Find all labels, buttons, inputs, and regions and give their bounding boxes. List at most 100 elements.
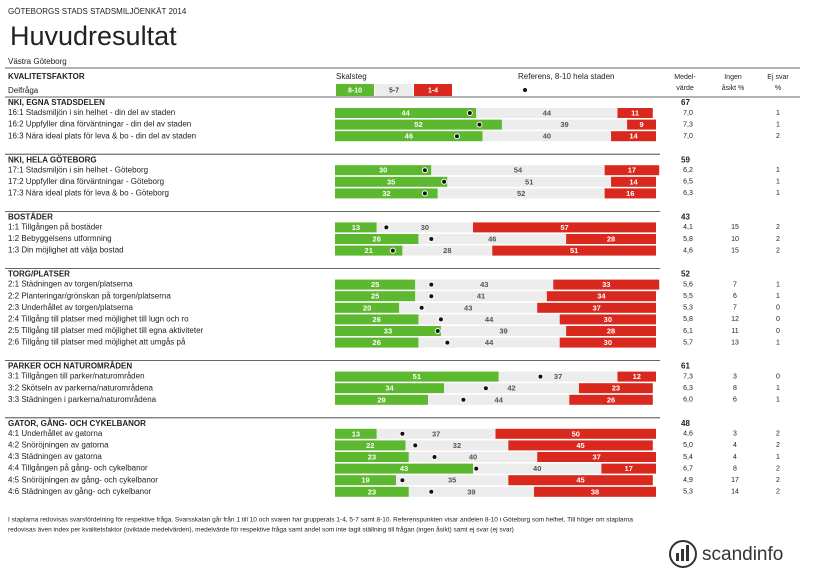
bar-segment bbox=[335, 371, 499, 382]
mean: 7,0 bbox=[683, 133, 693, 140]
no-answer: 2 bbox=[776, 477, 780, 484]
bar-segment bbox=[492, 245, 656, 256]
bar-segment bbox=[604, 165, 660, 176]
bar-segment bbox=[415, 279, 554, 290]
no-answer: 1 bbox=[776, 339, 780, 346]
mean: 4,6 bbox=[683, 247, 693, 254]
bar-value: 22 bbox=[366, 441, 374, 450]
bar-segment bbox=[335, 176, 448, 187]
question: 1:3 Din möjlighet att välja bostad bbox=[8, 246, 124, 255]
bar-value: 44 bbox=[495, 395, 504, 404]
no-opinion: 3 bbox=[733, 431, 737, 438]
mean: 6,7 bbox=[683, 465, 693, 472]
bar-value: 51 bbox=[570, 246, 578, 255]
no-opinion: 15 bbox=[731, 247, 739, 254]
bar-segment bbox=[335, 188, 438, 199]
bar-value: 46 bbox=[405, 132, 413, 141]
reference-dot bbox=[389, 247, 396, 254]
bar-value: 28 bbox=[607, 326, 615, 335]
no-answer: 1 bbox=[776, 110, 780, 117]
no-answer: 1 bbox=[776, 385, 780, 392]
bar-value: 35 bbox=[387, 177, 395, 186]
page-title: Huvudresultat bbox=[10, 21, 177, 51]
bar-segment bbox=[476, 108, 618, 118]
question-label: Delfråga bbox=[8, 86, 39, 95]
bar-value: 37 bbox=[592, 452, 600, 461]
bar-segment bbox=[415, 291, 547, 302]
question: 1:1 Tillgången på bostäder bbox=[8, 223, 103, 232]
mean: 7,3 bbox=[683, 373, 693, 380]
bar-segment bbox=[408, 452, 538, 462]
question: 4:3 Städningen av gatorna bbox=[8, 452, 102, 461]
section-index: 52 bbox=[681, 270, 690, 279]
survey-title: GÖTEBORGS STADS STADSMILJÖENKÄT 2014 bbox=[8, 7, 187, 16]
mean: 4,1 bbox=[683, 224, 693, 231]
reference-dot bbox=[473, 465, 480, 472]
bar-value: 39 bbox=[467, 487, 475, 496]
bar-value: 23 bbox=[612, 384, 620, 393]
bar-value: 14 bbox=[629, 132, 638, 141]
bar-value: 46 bbox=[488, 234, 496, 243]
bar-segment bbox=[399, 302, 538, 313]
section-index: 67 bbox=[681, 98, 690, 107]
reference-dot bbox=[460, 396, 467, 403]
question: 2:5 Tillgång till platser med möjlighet … bbox=[8, 326, 204, 335]
legend-swatch bbox=[414, 84, 452, 96]
bar-value: 16 bbox=[626, 189, 634, 198]
question: 16:2 Uppfyller dina förväntningar - din … bbox=[8, 120, 191, 129]
no-opinion: 14 bbox=[731, 489, 739, 496]
scale-label: Skalsteg bbox=[336, 72, 367, 81]
bar-value: 21 bbox=[365, 246, 373, 255]
mean: 6,1 bbox=[683, 328, 693, 335]
mean: 6,0 bbox=[683, 397, 693, 404]
bar-segment bbox=[601, 463, 656, 474]
question: 2:6 Tillgång till platser med möjlighet … bbox=[8, 338, 186, 347]
no-answer: 1 bbox=[776, 397, 780, 404]
bar-value: 44 bbox=[485, 338, 494, 347]
bar-segment bbox=[604, 188, 656, 199]
bar-segment bbox=[376, 428, 496, 439]
bar-segment bbox=[335, 463, 474, 474]
bar-value: 37 bbox=[554, 372, 562, 381]
bar-segment bbox=[335, 108, 477, 118]
bar-segment bbox=[617, 371, 656, 382]
mean: 6,5 bbox=[683, 179, 693, 186]
reference-dot bbox=[466, 110, 473, 116]
question: 16:1 Stadsmiljön i sin helhet - din del … bbox=[8, 108, 175, 117]
bar-value: 44 bbox=[543, 108, 552, 117]
bar-segment bbox=[508, 440, 653, 451]
reference-dot bbox=[383, 224, 390, 231]
reference-dot bbox=[453, 133, 460, 140]
no-answer: 1 bbox=[776, 121, 780, 128]
bar-value: 12 bbox=[633, 372, 641, 381]
bar-value: 33 bbox=[384, 326, 392, 335]
mean: 5,3 bbox=[683, 305, 693, 312]
bar-segment bbox=[444, 383, 579, 394]
bar-segment bbox=[431, 165, 605, 176]
no-opinion: 11 bbox=[731, 328, 738, 335]
bar-segment bbox=[335, 291, 416, 302]
bar-segment bbox=[578, 383, 653, 394]
bar-segment bbox=[440, 326, 567, 336]
bar-segment bbox=[537, 452, 656, 462]
bar-value: 43 bbox=[464, 303, 472, 312]
bar-segment bbox=[335, 440, 406, 451]
section-index: 61 bbox=[681, 362, 690, 371]
mean: 5,5 bbox=[683, 293, 693, 300]
section-index: 43 bbox=[681, 213, 690, 222]
bar-segment bbox=[335, 394, 429, 405]
bar-value: 17 bbox=[628, 166, 636, 175]
no-opinion: 6 bbox=[733, 397, 737, 404]
mean: 5,0 bbox=[683, 442, 693, 449]
bar-value: 40 bbox=[469, 452, 477, 461]
no-opinion: 7 bbox=[733, 281, 737, 288]
mean: 5,6 bbox=[683, 281, 693, 288]
bar-segment bbox=[559, 337, 656, 348]
no-answer: 2 bbox=[776, 431, 780, 438]
bar-value: 57 bbox=[560, 223, 568, 232]
bar-value: 26 bbox=[373, 315, 381, 324]
bar-value: 45 bbox=[576, 476, 584, 485]
legend-label: 1-4 bbox=[428, 87, 438, 94]
bar-segment bbox=[418, 314, 560, 325]
no-answer: 0 bbox=[776, 316, 780, 323]
